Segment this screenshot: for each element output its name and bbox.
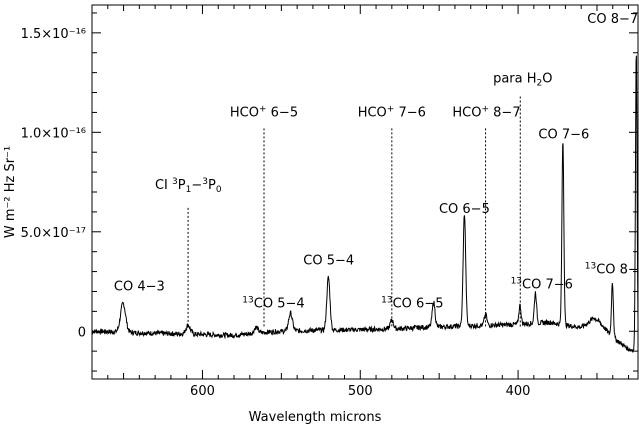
line-annotation: 13CO 6−5 [381, 295, 443, 311]
y-tick-label: 5.0×10⁻¹⁷ [21, 226, 86, 241]
line-annotation: CI 3P1​−3P0​ [155, 177, 222, 195]
y-axis-ticks: 0 5.0×10⁻¹⁷ 1.0×10⁻¹⁶ 1.5×10⁻¹⁶ [21, 12, 638, 372]
y-tick-label: 1.0×10⁻¹⁶ [21, 126, 86, 141]
line-annotation: 13CO 5−4 [242, 295, 304, 311]
annotation-group: CO 4−3 CI 3P1​−3P0​ HCO+​ 6−5 HCO+​ 7−6 HCO+… [114, 12, 639, 311]
line-annotation: CO 5−4 [303, 254, 354, 269]
line-annotation: CO 8−7 [587, 12, 638, 27]
line-annotation: CO 4−3 [114, 279, 165, 294]
line-annotation: CO 6−5 [439, 202, 490, 217]
y-tick-label: 1.5×10⁻¹⁶ [21, 27, 86, 42]
x-tick-label: 400 [506, 384, 531, 399]
x-tick-label: 500 [348, 384, 373, 399]
line-annotation: CO 7−6 [538, 127, 589, 142]
line-annotation: HCO+​ 8−7 [452, 104, 520, 120]
line-annotation: HCO+​ 7−6 [358, 104, 426, 120]
line-marker-group [187, 96, 521, 328]
line-annotation: 13CO 8−7 [585, 262, 639, 278]
x-axis-label: Wavelength microns [249, 410, 382, 425]
x-tick-label: 600 [190, 384, 215, 399]
y-tick-label: 0 [78, 325, 86, 340]
y-axis-label: W m⁻² Hz Sr⁻¹ [3, 146, 18, 238]
line-annotation: HCO+​ 6−5 [230, 104, 298, 120]
x-axis-ticks: 600 500 400 [107, 5, 630, 399]
line-annotation: para H2​O [493, 72, 552, 89]
spectrum-line [91, 55, 639, 353]
line-annotation: 13CO 7−6 [511, 276, 573, 292]
